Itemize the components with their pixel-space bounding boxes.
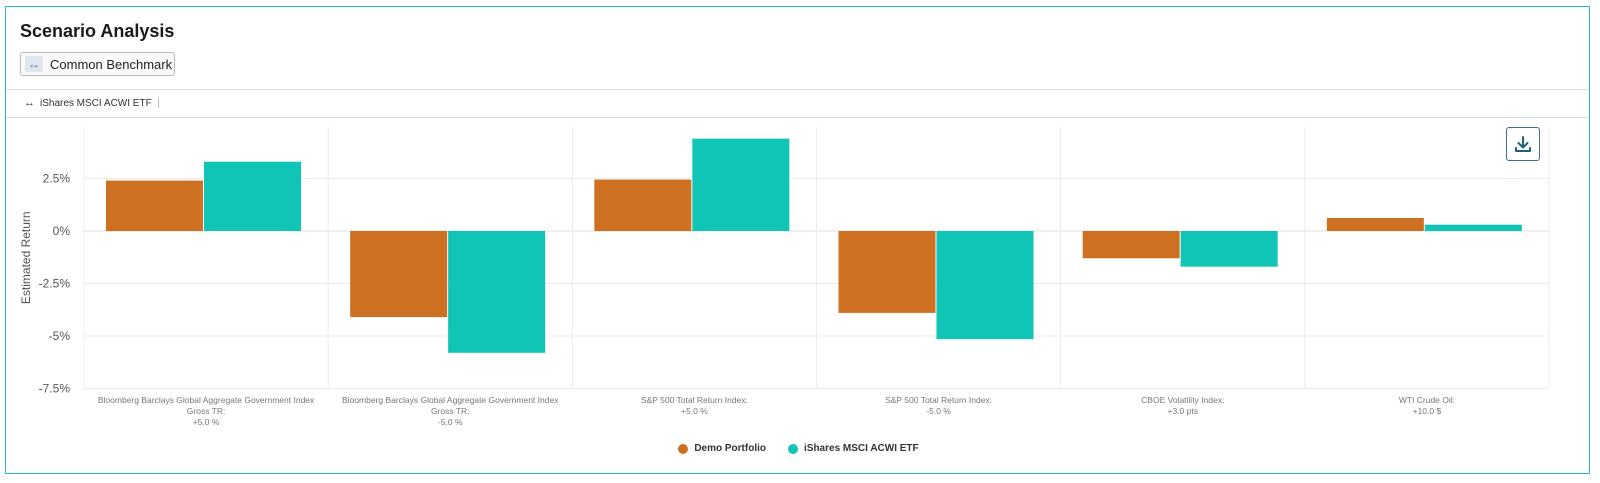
legend-item-demo-portfolio[interactable]: Demo Portfolio xyxy=(678,443,766,454)
y-tick-label: -2.5% xyxy=(39,277,71,291)
bar-ishares-msci-acwi-etf xyxy=(692,138,790,231)
y-tick-label: -7.5% xyxy=(39,382,71,396)
bar-demo-portfolio xyxy=(838,231,936,313)
x-tick-label: +5.0 % xyxy=(193,417,220,427)
bar-demo-portfolio xyxy=(594,179,692,231)
page-title: Scenario Analysis xyxy=(20,21,175,41)
x-tick-label: +5.0 % xyxy=(681,406,708,416)
bar-ishares-msci-acwi-etf xyxy=(936,231,1034,340)
x-tick-label: -5.0 % xyxy=(926,406,951,416)
x-tick-label: +10.0 $ xyxy=(1413,406,1442,416)
x-tick-label: -5.0 % xyxy=(438,417,463,427)
bar-demo-portfolio xyxy=(1082,231,1180,259)
scenario-bar-chart: 2.5% 0% -2.5% -5% -7.5% Estimated Return Bloom… xyxy=(19,127,1550,427)
benchmark-tag-label: iShares MSCI ACWI ETF xyxy=(40,97,152,109)
download-icon xyxy=(1515,136,1531,152)
bar-demo-portfolio xyxy=(350,231,448,318)
x-tick-label: Bloomberg Barclays Global Aggregate Gove… xyxy=(98,395,315,405)
bar-ishares-msci-acwi-etf xyxy=(204,161,301,231)
legend-label-demo-portfolio: Demo Portfolio xyxy=(694,443,766,454)
chart-legend: Demo Portfolio iShares MSCI ACWI ETF xyxy=(6,443,1591,454)
y-axis-label: Estimated Return xyxy=(19,211,33,304)
download-button[interactable] xyxy=(1506,127,1540,161)
x-tick-label: +3.0 pts xyxy=(1168,406,1198,416)
x-tick-label: Gross TR: xyxy=(431,406,470,416)
common-benchmark-label: Common Benchmark xyxy=(50,56,173,72)
x-tick-label: S&P 500 Total Return Index: xyxy=(885,395,992,405)
legend-label-ishares-msci-acwi-etf: iShares MSCI ACWI ETF xyxy=(804,443,919,454)
x-tick-label: CBOE Volatility Index: xyxy=(1141,395,1224,405)
y-tick-label: -5% xyxy=(49,329,71,343)
bar-ishares-msci-acwi-etf xyxy=(448,231,546,353)
x-tick-label: WTI Crude Oil: xyxy=(1399,395,1455,405)
legend-dot-demo-portfolio xyxy=(678,443,689,454)
scenario-analysis-panel: Scenario Analysis ↔ Common Benchmark ↔ i… xyxy=(5,6,1590,474)
legend-item-ishares-msci-acwi-etf[interactable]: iShares MSCI ACWI ETF xyxy=(788,443,919,454)
bar-ishares-msci-acwi-etf xyxy=(1180,231,1278,267)
left-right-arrow-icon: ↔ xyxy=(25,56,43,72)
y-tick-label: 0% xyxy=(53,224,71,238)
x-tick-label: S&P 500 Total Return Index: xyxy=(641,395,748,405)
benchmark-tag[interactable]: ↔ iShares MSCI ACWI ETF xyxy=(24,97,159,109)
header-divider xyxy=(6,89,1589,90)
left-right-arrow-icon: ↔ xyxy=(24,97,35,109)
tag-divider xyxy=(157,98,159,108)
x-tick-label: Gross TR: xyxy=(187,406,226,416)
legend-dot-ishares-msci-acwi-etf xyxy=(788,443,798,454)
common-benchmark-button[interactable]: ↔ Common Benchmark xyxy=(20,52,175,76)
bar-demo-portfolio xyxy=(1326,217,1424,231)
x-tick-label: Bloomberg Barclays Global Aggregate Gove… xyxy=(342,395,559,405)
bar-demo-portfolio xyxy=(106,180,203,231)
bar-ishares-msci-acwi-etf xyxy=(1424,224,1522,231)
y-tick-label: 2.5% xyxy=(43,172,71,186)
toolbar-divider xyxy=(6,117,1589,118)
